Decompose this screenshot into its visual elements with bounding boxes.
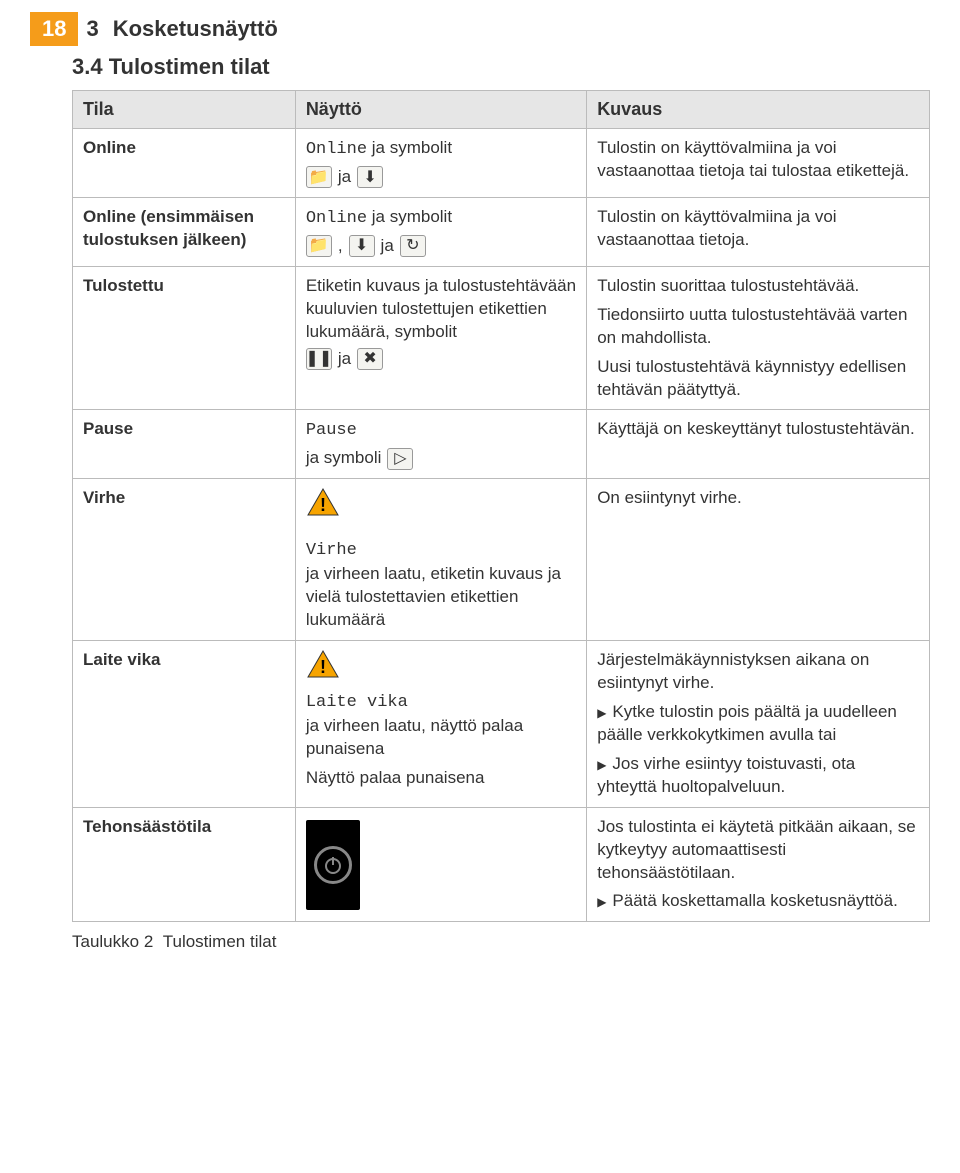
- table-row: Pause Pause ja symboli ▷ Käyttäjä on kes…: [73, 410, 930, 479]
- display-cell: !: [295, 479, 586, 532]
- download-icon: ⬇: [349, 235, 375, 257]
- table-row: Virhe ! On esiintynyt virhe.: [73, 479, 930, 532]
- warning-icon: !: [306, 487, 340, 517]
- pause-icon: ❚❚: [306, 348, 332, 370]
- section-title: Kosketusnäyttö: [113, 16, 278, 42]
- display-cell: ! Laite vika ja virheen laatu, näyttö pa…: [295, 641, 586, 808]
- state-cell: Virhe: [73, 479, 296, 532]
- folder-icon: 📁: [306, 166, 332, 188]
- state-cell: Online: [73, 129, 296, 198]
- play-icon: ▷: [387, 448, 413, 470]
- download-icon: ⬇: [357, 166, 383, 188]
- table-row: Laite vika ! Laite vika ja virheen laatu…: [73, 641, 930, 808]
- page-header: 18 3 Kosketusnäyttö: [30, 12, 930, 46]
- power-icon: [306, 820, 360, 910]
- state-cell: Pause: [73, 410, 296, 479]
- desc-cell: Järjestelmäkäynnistyksen aikana on esiin…: [587, 641, 930, 808]
- svg-text:!: !: [320, 657, 326, 677]
- display-cell: Etiketin kuvaus ja tulostustehtävään kuu…: [295, 266, 586, 410]
- table-caption: Taulukko 2 Tulostimen tilat: [72, 932, 930, 952]
- table-row: Online Online ja symbolit 📁 ja ⬇ Tulosti…: [73, 129, 930, 198]
- desc-cell: Tulostin on käyttövalmiina ja voi vastaa…: [587, 129, 930, 198]
- desc-cell: Jos tulostinta ei käytetä pitkään aikaan…: [587, 807, 930, 922]
- table-row: Virhe ja virheen laatu, etiketin kuvaus …: [73, 532, 930, 640]
- state-cell: Tehonsäästötila: [73, 807, 296, 922]
- display-cell: [295, 807, 586, 922]
- state-cell: Laite vika: [73, 641, 296, 808]
- refresh-icon: ↻: [400, 235, 426, 257]
- warning-icon: !: [306, 649, 340, 679]
- col-desc: Kuvaus: [587, 91, 930, 129]
- desc-cell: Käyttäjä on keskeyttänyt tulostustehtävä…: [587, 410, 930, 479]
- display-cell: Pause ja symboli ▷: [295, 410, 586, 479]
- cancel-icon: ✖: [357, 348, 383, 370]
- table-row: Online (ensimmäisen tulostuksen jälkeen)…: [73, 197, 930, 266]
- display-cell: Virhe ja virheen laatu, etiketin kuvaus …: [295, 532, 586, 640]
- folder-icon: 📁: [306, 235, 332, 257]
- table-row: Tehonsäästötila Jos tulostinta ei käytet…: [73, 807, 930, 922]
- col-state: Tila: [73, 91, 296, 129]
- subsection-title: 3.4 Tulostimen tilat: [72, 54, 930, 80]
- desc-cell: On esiintynyt virhe.: [587, 479, 930, 532]
- state-cell: Tulostettu: [73, 266, 296, 410]
- col-display: Näyttö: [295, 91, 586, 129]
- svg-text:!: !: [320, 495, 326, 515]
- table-row: Tulostettu Etiketin kuvaus ja tulostuste…: [73, 266, 930, 410]
- page-number-tab: 18: [30, 12, 78, 46]
- section-number: 3: [86, 16, 98, 42]
- printer-states-table: Tila Näyttö Kuvaus Online Online ja symb…: [72, 90, 930, 922]
- desc-cell: Tulostin suorittaa tulostustehtävää. Tie…: [587, 266, 930, 410]
- display-cell: Online ja symbolit 📁, ⬇ ja ↻: [295, 197, 586, 266]
- desc-cell: Tulostin on käyttövalmiina ja voi vastaa…: [587, 197, 930, 266]
- display-cell: Online ja symbolit 📁 ja ⬇: [295, 129, 586, 198]
- state-cell: Online (ensimmäisen tulostuksen jälkeen): [73, 197, 296, 266]
